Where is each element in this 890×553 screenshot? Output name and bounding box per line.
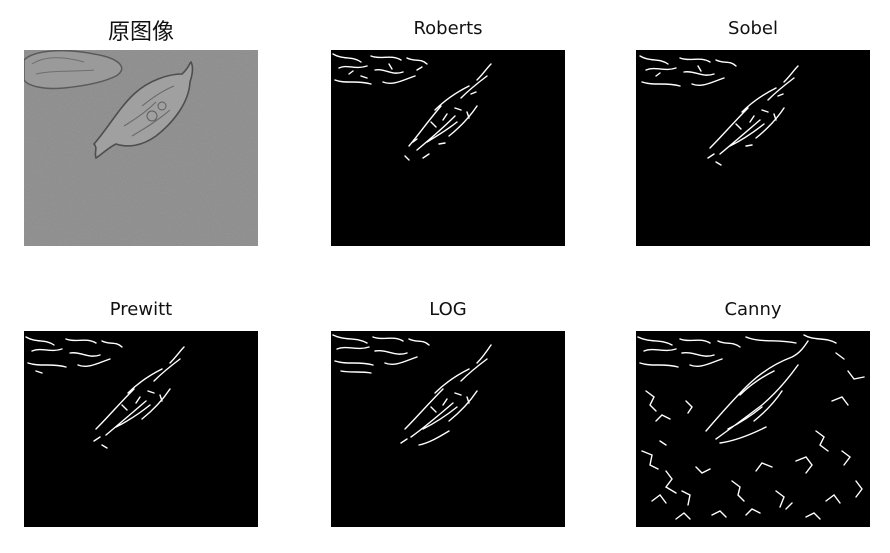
panel-log: LOG — [331, 295, 565, 529]
original-image — [24, 50, 258, 246]
prewitt-image — [24, 331, 258, 527]
panel-original: 原图像 — [24, 14, 258, 248]
sobel-image — [636, 50, 870, 246]
panel-title: Canny — [724, 299, 782, 320]
log-image — [331, 331, 565, 527]
panel-title: 原图像 — [107, 20, 174, 45]
panel-prewitt: Prewitt — [24, 295, 258, 529]
canny-image — [636, 331, 870, 527]
panel-roberts: Roberts — [331, 14, 565, 248]
panel-title: Sobel — [728, 18, 778, 39]
panel-canny: Canny — [636, 295, 870, 529]
panel-sobel: Sobel — [636, 14, 870, 248]
panel-title: LOG — [429, 299, 467, 320]
roberts-image — [331, 50, 565, 246]
panel-title: Prewitt — [109, 299, 173, 320]
panel-title: Roberts — [413, 18, 483, 39]
